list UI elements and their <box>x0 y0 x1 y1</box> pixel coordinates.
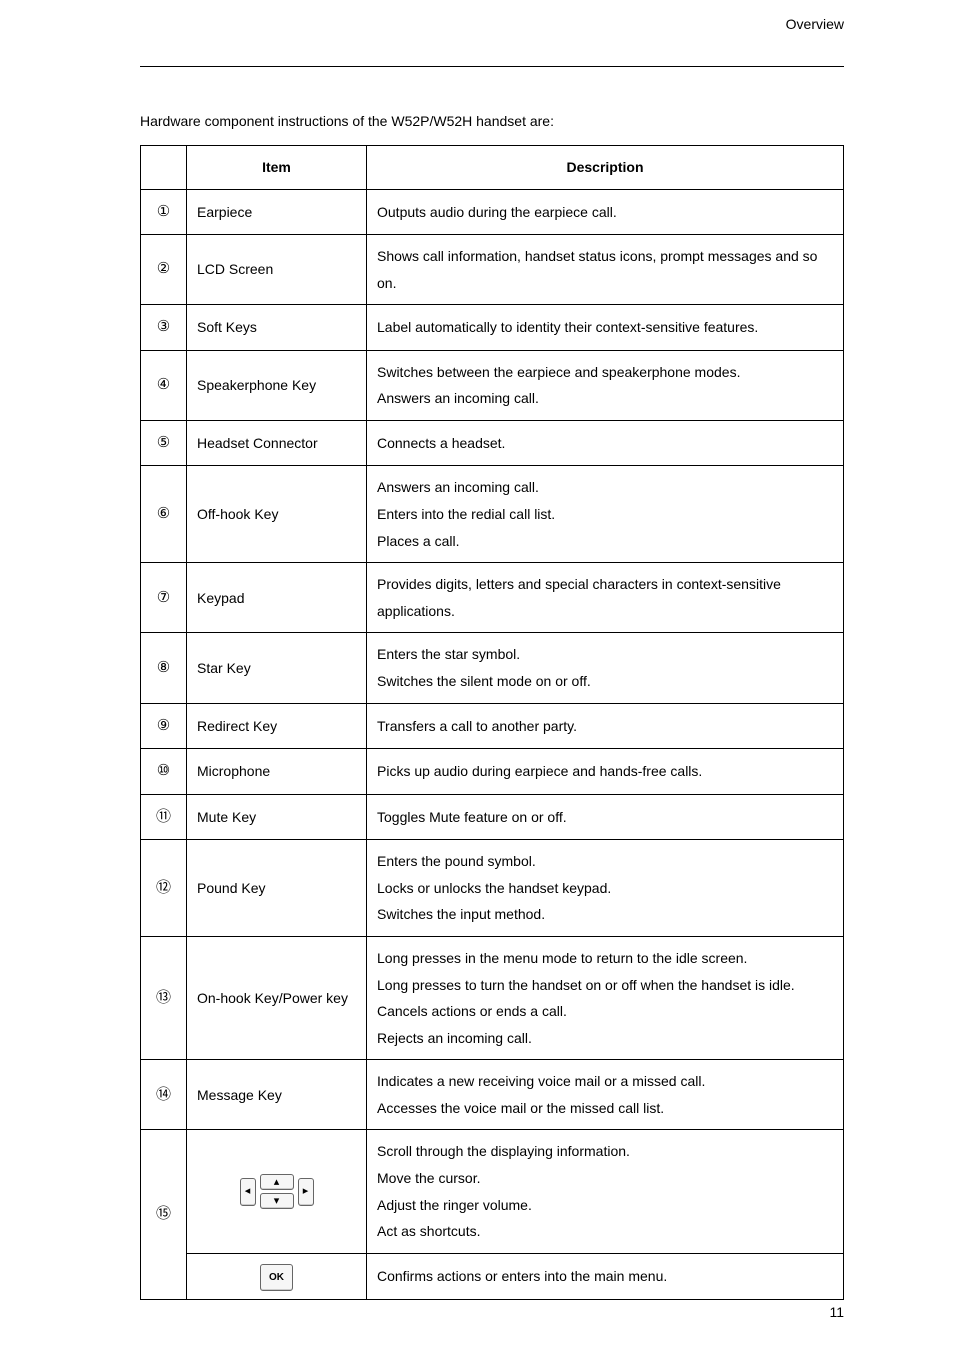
row-number: ⑪ <box>141 794 187 840</box>
row-number: ④ <box>141 350 187 420</box>
table-row: ⑧Star KeyEnters the star symbol.Switches… <box>141 633 844 703</box>
page-number: 11 <box>829 1304 844 1320</box>
row-item: Star Key <box>187 633 367 703</box>
row-item: Speakerphone Key <box>187 350 367 420</box>
table-row: ②LCD ScreenShows call information, hands… <box>141 235 844 305</box>
row-number: ⑫ <box>141 840 187 937</box>
row-item: On-hook Key/Power key <box>187 936 367 1059</box>
row-number: ⑩ <box>141 749 187 795</box>
row-description: Provides digits, letters and special cha… <box>367 563 844 633</box>
row-description: Connects a headset. <box>367 420 844 466</box>
row-description: Indicates a new receiving voice mail or … <box>367 1060 844 1130</box>
table-row: ⑤Headset ConnectorConnects a headset. <box>141 420 844 466</box>
row-item: Earpiece <box>187 189 367 235</box>
intro-text: Hardware component instructions of the W… <box>140 113 844 129</box>
row-item: Pound Key <box>187 840 367 937</box>
down-key-icon: ▾ <box>260 1193 294 1209</box>
row-number: ⑨ <box>141 703 187 749</box>
row-number: ② <box>141 235 187 305</box>
right-key-icon: ▸ <box>298 1178 314 1206</box>
row-description: Picks up audio during earpiece and hands… <box>367 749 844 795</box>
row-description: Confirms actions or enters into the main… <box>367 1253 844 1299</box>
table-row: ③Soft KeysLabel automatically to identit… <box>141 305 844 351</box>
up-key-icon: ▴ <box>260 1174 294 1190</box>
section-header: Overview <box>786 16 844 32</box>
table-row: ①EarpieceOutputs audio during the earpie… <box>141 189 844 235</box>
row-description: Scroll through the displaying informatio… <box>367 1130 844 1253</box>
row-number: ① <box>141 189 187 235</box>
nav-keys-icon: ◂▴ ▾▸ <box>187 1130 367 1253</box>
header-rule <box>140 66 844 67</box>
row-description: Answers an incoming call.Enters into the… <box>367 466 844 563</box>
row-number: ⑤ <box>141 420 187 466</box>
ok-key-icon: OK <box>187 1253 367 1299</box>
table-row: OKConfirms actions or enters into the ma… <box>141 1253 844 1299</box>
table-row: ⑪Mute KeyToggles Mute feature on or off. <box>141 794 844 840</box>
table-row: ⑥Off-hook KeyAnswers an incoming call.En… <box>141 466 844 563</box>
table-row: ④Speakerphone KeySwitches between the ea… <box>141 350 844 420</box>
row-number: ⑮ <box>141 1130 187 1299</box>
table-row: ⑮◂▴▾▸Scroll through the displaying infor… <box>141 1130 844 1253</box>
row-item: Off-hook Key <box>187 466 367 563</box>
row-description: Transfers a call to another party. <box>367 703 844 749</box>
row-number: ⑭ <box>141 1060 187 1130</box>
row-number: ⑧ <box>141 633 187 703</box>
row-item: Soft Keys <box>187 305 367 351</box>
header-blank <box>141 146 187 190</box>
table-row: ⑬On-hook Key/Power keyLong presses in th… <box>141 936 844 1059</box>
row-item: Keypad <box>187 563 367 633</box>
row-number: ⑦ <box>141 563 187 633</box>
table-row: ⑩MicrophonePicks up audio during earpiec… <box>141 749 844 795</box>
row-description: Enters the star symbol.Switches the sile… <box>367 633 844 703</box>
row-item: Redirect Key <box>187 703 367 749</box>
left-key-icon: ◂ <box>240 1178 256 1206</box>
row-item: Headset Connector <box>187 420 367 466</box>
row-description: Switches between the earpiece and speake… <box>367 350 844 420</box>
header-description: Description <box>367 146 844 190</box>
row-description: Enters the pound symbol.Locks or unlocks… <box>367 840 844 937</box>
table-row: ⑨Redirect KeyTransfers a call to another… <box>141 703 844 749</box>
row-item: Message Key <box>187 1060 367 1130</box>
component-table: Item Description ①EarpieceOutputs audio … <box>140 145 844 1300</box>
row-description: Long presses in the menu mode to return … <box>367 936 844 1059</box>
row-item: Mute Key <box>187 794 367 840</box>
row-description: Shows call information, handset status i… <box>367 235 844 305</box>
row-number: ⑥ <box>141 466 187 563</box>
table-row: ⑭Message KeyIndicates a new receiving vo… <box>141 1060 844 1130</box>
header-item: Item <box>187 146 367 190</box>
row-item: Microphone <box>187 749 367 795</box>
table-row: ⑫Pound KeyEnters the pound symbol.Locks … <box>141 840 844 937</box>
table-row: ⑦KeypadProvides digits, letters and spec… <box>141 563 844 633</box>
row-number: ③ <box>141 305 187 351</box>
row-description: Outputs audio during the earpiece call. <box>367 189 844 235</box>
row-description: Toggles Mute feature on or off. <box>367 794 844 840</box>
row-description: Label automatically to identity their co… <box>367 305 844 351</box>
row-item: LCD Screen <box>187 235 367 305</box>
row-number: ⑬ <box>141 936 187 1059</box>
